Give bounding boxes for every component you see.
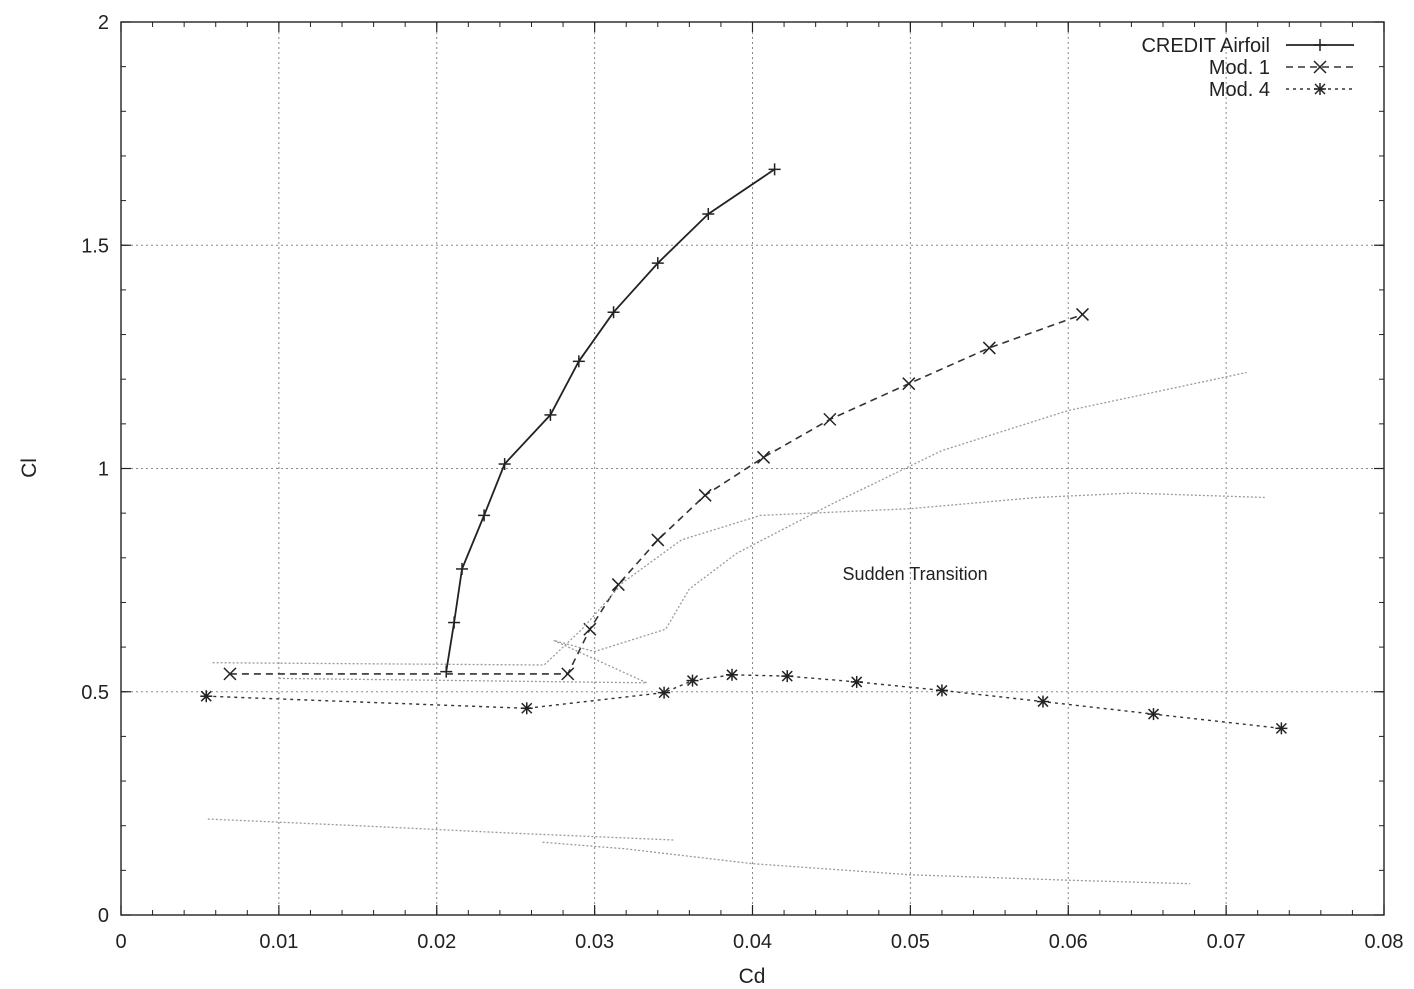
series-mod-4-point bbox=[725, 668, 738, 681]
legend-marker bbox=[1314, 83, 1326, 95]
annotation-label: Sudden Transition bbox=[843, 564, 988, 584]
x-tick-label: 0.01 bbox=[259, 931, 298, 953]
legend-marker bbox=[1314, 39, 1326, 51]
series-credit-airfoil-point bbox=[448, 616, 461, 629]
x-tick-label: 0.03 bbox=[575, 931, 614, 953]
series-mod-4-point bbox=[781, 670, 794, 683]
y-tick-label: 0 bbox=[98, 905, 109, 927]
y-tick-label: 0.5 bbox=[81, 682, 109, 704]
series-credit-airfoil-point bbox=[456, 562, 469, 575]
series-mod-4-line bbox=[206, 674, 1282, 730]
series-mod-4-point bbox=[935, 684, 948, 697]
series-mod-1-point bbox=[823, 412, 837, 426]
series-mod-1-point bbox=[982, 341, 996, 355]
series-credit-airfoil-point bbox=[498, 458, 511, 471]
x-tick-label: 0.04 bbox=[733, 931, 772, 953]
series-mod-4-point bbox=[1275, 722, 1288, 735]
legend-label: Mod. 1 bbox=[1209, 57, 1270, 79]
series-mod-4-point bbox=[658, 686, 671, 699]
series-credit-airfoil-point bbox=[572, 355, 585, 368]
series-mod-4-point bbox=[1147, 708, 1160, 721]
unlabeled-curve-6 bbox=[542, 841, 1190, 885]
series-mod-1-point bbox=[757, 450, 771, 464]
series-mod-4 bbox=[200, 668, 1288, 735]
series-mod-1-point bbox=[223, 667, 237, 681]
y-tick-label: 1 bbox=[98, 459, 109, 481]
series-mod-4-point bbox=[200, 690, 213, 703]
legend-label: Mod. 4 bbox=[1209, 79, 1270, 101]
x-tick-label: 0.06 bbox=[1049, 931, 1088, 953]
series-mod-1-point bbox=[561, 667, 575, 681]
x-tick-label: 0.08 bbox=[1365, 931, 1404, 953]
series-mod-1-point bbox=[651, 533, 665, 547]
unlabeled-curve-5 bbox=[207, 818, 674, 841]
plot-frame bbox=[120, 21, 1385, 916]
series-credit-airfoil-point bbox=[651, 257, 664, 270]
x-tick-label: 0.07 bbox=[1207, 931, 1246, 953]
series-credit-airfoil-point bbox=[544, 408, 557, 421]
tick-labels: 0 0.01 0.02 0.03 0.04 0.05 0.06 0.07 0.08 0 0.5 1 1.… bbox=[81, 12, 1403, 953]
series-credit-airfoil-point bbox=[478, 509, 491, 522]
y-tick-label: 2 bbox=[98, 12, 109, 34]
series-credit-airfoil-point bbox=[768, 163, 781, 176]
series-mod-4-point bbox=[1036, 695, 1049, 708]
legend-entry-credit-airfoil: CREDIT Airfoil bbox=[1141, 35, 1354, 57]
series-credit-airfoil bbox=[440, 163, 781, 678]
legend-marker bbox=[1313, 60, 1327, 74]
unlabeled-curve-4-line bbox=[278, 371, 1247, 684]
unlabeled-curve-4 bbox=[278, 371, 1247, 684]
unlabeled-curve-6-line bbox=[542, 841, 1190, 885]
series-mod-1-point bbox=[698, 488, 712, 502]
unlabeled-curve-3-line bbox=[212, 492, 1266, 666]
x-axis-label: Cd bbox=[739, 965, 766, 988]
series-mod-1-line bbox=[229, 313, 1083, 675]
legend-entry-mod-1: Mod. 1 bbox=[1209, 57, 1354, 79]
series-mod-4-point bbox=[520, 702, 533, 715]
series-mod-1 bbox=[223, 307, 1089, 681]
series-credit-airfoil-point bbox=[440, 665, 453, 678]
unlabeled-curve-3 bbox=[212, 492, 1266, 666]
grid-lines bbox=[121, 22, 1384, 915]
x-tick-label: 0 bbox=[115, 931, 126, 953]
series-layer bbox=[200, 163, 1288, 885]
unlabeled-curve-5-line bbox=[207, 818, 674, 841]
x-tick-label: 0.02 bbox=[417, 931, 456, 953]
x-tick-label: 0.05 bbox=[891, 931, 930, 953]
y-axis-label: Cl bbox=[18, 458, 41, 478]
series-credit-airfoil-point bbox=[702, 207, 715, 220]
annotations: Sudden Transition bbox=[843, 564, 988, 584]
series-mod-1-point bbox=[611, 578, 625, 592]
y-tick-label: 1.5 bbox=[81, 235, 109, 257]
series-mod-4-point bbox=[686, 674, 699, 687]
legend-entry-mod-4: Mod. 4 bbox=[1209, 79, 1354, 101]
series-mod-4-point bbox=[850, 675, 863, 688]
series-mod-1-point bbox=[902, 377, 916, 391]
series-mod-1-point bbox=[1075, 307, 1089, 321]
legend-label: CREDIT Airfoil bbox=[1141, 35, 1270, 57]
series-credit-airfoil-point bbox=[607, 306, 620, 319]
